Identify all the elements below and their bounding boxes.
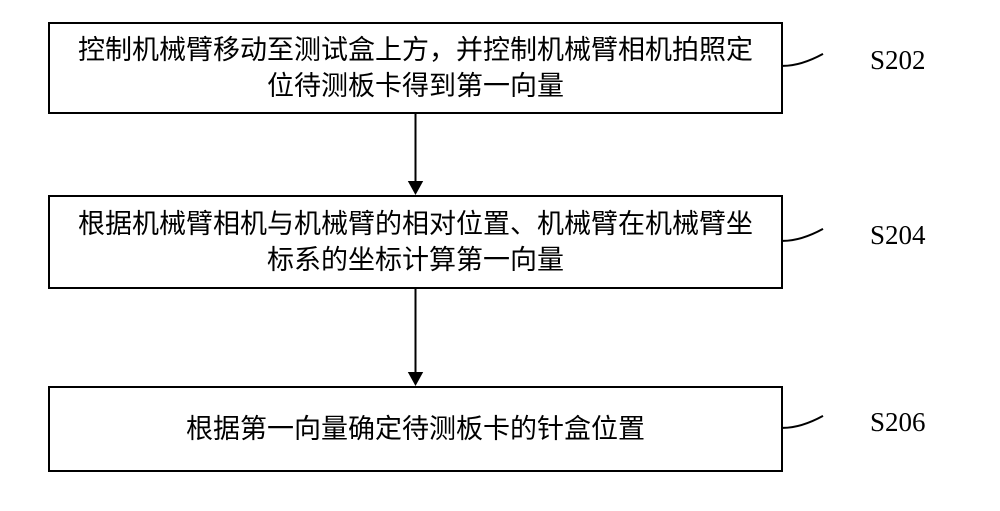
flow-node-text: 根据第一向量确定待测板卡的针盒位置	[186, 411, 645, 447]
flowchart-canvas: 控制机械臂移动至测试盒上方，并控制机械臂相机拍照定 位待测板卡得到第一向量根据机…	[0, 0, 1000, 511]
step-label: S202	[870, 45, 926, 76]
step-label: S206	[870, 407, 926, 438]
flow-node-n1: 控制机械臂移动至测试盒上方，并控制机械臂相机拍照定 位待测板卡得到第一向量	[48, 22, 783, 114]
flow-node-text: 根据机械臂相机与机械臂的相对位置、机械臂在机械臂坐 标系的坐标计算第一向量	[78, 206, 753, 279]
flow-node-n3: 根据第一向量确定待测板卡的针盒位置	[48, 386, 783, 472]
flow-node-n2: 根据机械臂相机与机械臂的相对位置、机械臂在机械臂坐 标系的坐标计算第一向量	[48, 195, 783, 289]
flow-node-text: 控制机械臂移动至测试盒上方，并控制机械臂相机拍照定 位待测板卡得到第一向量	[78, 32, 753, 105]
step-label: S204	[870, 220, 926, 251]
